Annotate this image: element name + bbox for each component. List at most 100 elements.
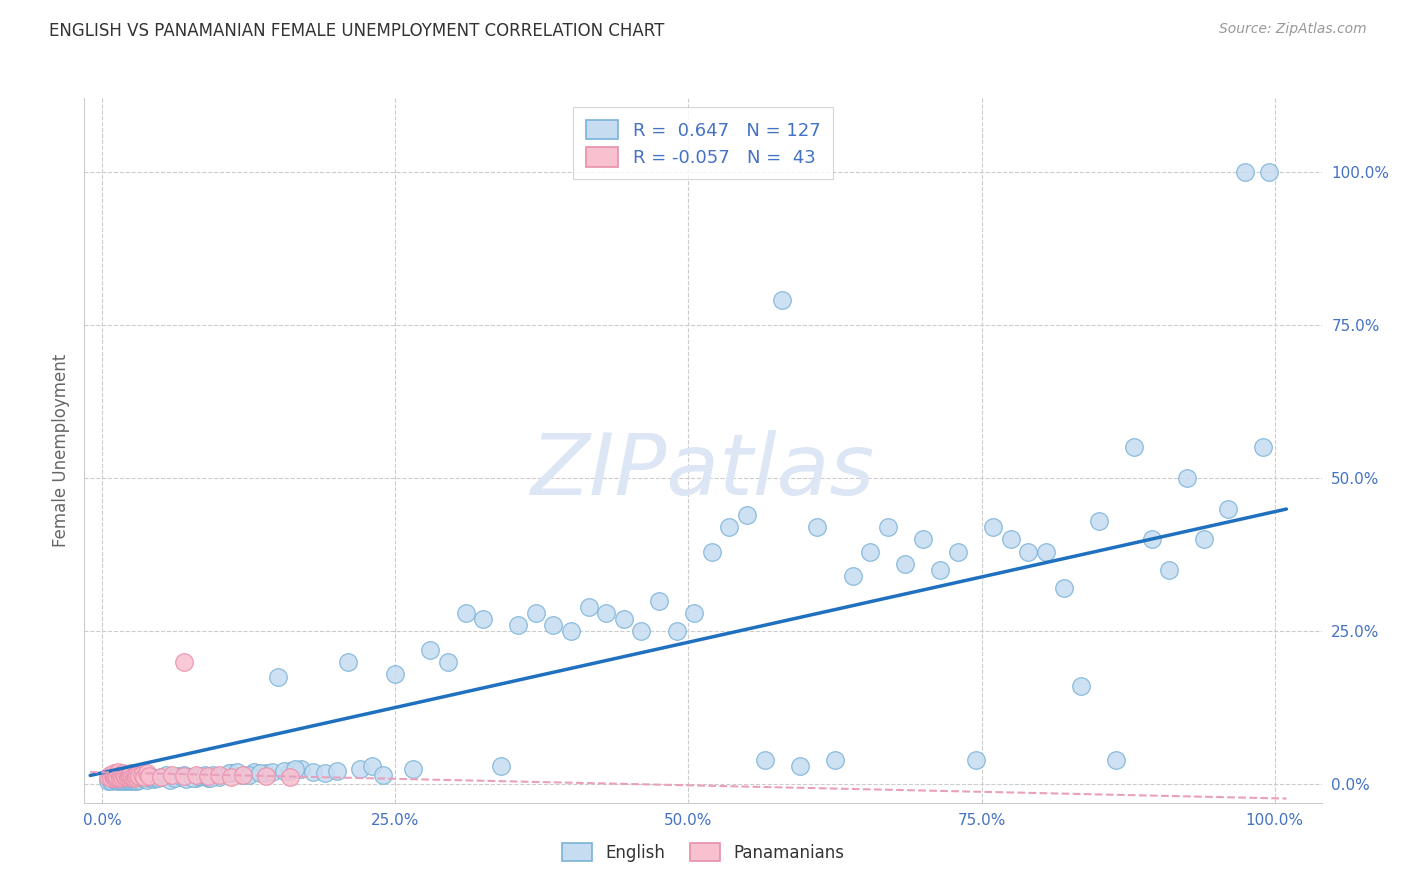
Point [149,770,172,784]
Point [543,618,565,632]
Point [894,557,917,571]
Point [103,766,125,780]
Point [105,769,128,783]
Point [219,766,242,780]
Point [225,765,247,780]
Point [325,764,347,778]
Point [183,771,205,785]
Point [1000,533,1022,547]
Point [162,772,184,786]
Point [208,770,231,784]
Point [122,774,145,789]
Point [138,772,160,786]
Point [155,768,177,782]
Point [754,753,776,767]
Point [127,773,149,788]
Point [170,770,193,784]
Point [145,771,167,785]
Point [824,753,846,767]
Point [108,772,131,786]
Text: ENGLISH VS PANAMANIAN FEMALE UNEMPLOYMENT CORRELATION CHART: ENGLISH VS PANAMANIAN FEMALE UNEMPLOYMEN… [49,22,665,40]
Point [981,520,1004,534]
Point [278,770,301,784]
Point [118,772,141,786]
Point [105,767,128,781]
Point [197,769,219,783]
Point [665,624,688,639]
Point [1159,563,1181,577]
Point [284,762,307,776]
Point [110,773,132,788]
Point [111,772,134,786]
Point [112,769,135,783]
Point [125,772,148,786]
Point [115,774,138,789]
Point [108,769,131,783]
Point [349,762,371,776]
Point [134,770,156,784]
Point [1216,501,1239,516]
Point [841,569,863,583]
Point [117,773,139,788]
Point [120,769,142,783]
Point [138,769,160,783]
Point [876,520,898,534]
Point [103,772,125,787]
Point [1088,514,1111,528]
Point [929,563,952,577]
Point [112,772,135,787]
Point [179,770,201,784]
Point [806,520,828,534]
Point [1194,533,1216,547]
Point [127,768,149,782]
Point [114,772,136,786]
Point [1017,544,1039,558]
Point [159,772,181,787]
Point [141,770,163,784]
Point [135,772,157,787]
Point [718,520,741,534]
Point [859,544,882,558]
Point [184,772,207,786]
Point [946,544,969,558]
Point [202,768,225,782]
Point [118,768,141,782]
Point [254,769,277,783]
Point [524,606,547,620]
Point [1052,582,1074,596]
Point [117,770,139,784]
Point [1257,164,1279,178]
Point [167,769,190,783]
Point [104,773,127,788]
Point [1234,164,1257,178]
Point [232,768,254,782]
Point [101,769,124,783]
Point [100,772,122,786]
Point [273,764,295,778]
Point [648,593,671,607]
Point [337,655,360,669]
Point [472,612,495,626]
Point [101,772,124,786]
Point [131,772,153,786]
Point [131,767,153,781]
Point [267,670,290,684]
Point [114,769,136,783]
Point [1123,441,1146,455]
Point [111,770,134,784]
Point [595,606,617,620]
Point [198,772,221,786]
Point [290,762,312,776]
Legend: English, Panamanians: English, Panamanians [555,837,851,869]
Point [107,765,129,780]
Point [163,772,186,786]
Point [184,768,207,782]
Point [120,766,142,780]
Point [700,544,723,558]
Point [218,766,240,780]
Point [108,774,131,789]
Point [124,769,146,783]
Point [243,765,266,780]
Point [173,768,195,782]
Point [437,655,460,669]
